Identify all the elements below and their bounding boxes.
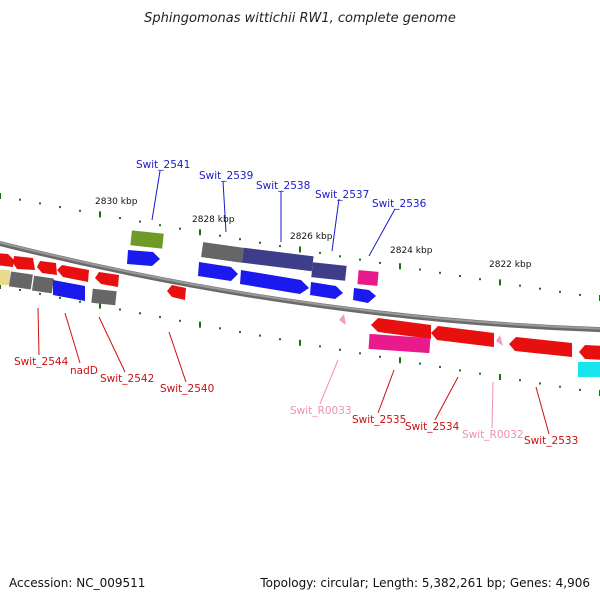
gene-red-left-1[interactable] (0, 253, 14, 267)
accession-text: Accession: NC_009511 (9, 576, 146, 590)
label-swit-2540: Swit_2540 (160, 383, 214, 395)
gene-swit-r0033[interactable] (339, 314, 346, 325)
scale-label-2826: 2826 kbp (290, 232, 333, 242)
label-nadd: nadD (70, 365, 98, 377)
gene-swit-2535-magenta[interactable] (368, 333, 431, 354)
label-swit-2536: Swit_2536 (372, 198, 427, 210)
leader-swit-2542 (98, 316, 126, 373)
gene-red-left-2[interactable] (13, 256, 35, 270)
gene-red-right-edge[interactable] (579, 345, 600, 360)
label-swit-2538: Swit_2538 (256, 180, 310, 192)
gene-forward-arrow-1[interactable] (127, 250, 160, 266)
leader-swit-2536 (368, 208, 396, 257)
leader-swit-2537 (331, 198, 340, 252)
scale-label-2828: 2828 kbp (192, 215, 235, 225)
gene-red-left-5[interactable] (95, 272, 119, 287)
label-swit-2537: Swit_2537 (315, 189, 369, 201)
gene-unlabeled-gray-forward-1[interactable] (201, 242, 245, 263)
gene-swit-2534[interactable] (431, 326, 494, 347)
label-swit-2533: Swit_2533 (524, 435, 578, 447)
gene-labels: Swit_2541 Swit_2539 Swit_2538 Swit_2537 … (14, 159, 578, 447)
leader-swit-2534 (434, 376, 459, 421)
leader-swit-r0033 (319, 359, 339, 405)
gene-nadd[interactable] (53, 280, 85, 301)
gene-swit-2541[interactable] (130, 230, 164, 249)
gene-gray-left-2[interactable] (31, 275, 54, 294)
outer-tick-ring (0, 193, 600, 301)
label-swit-2535: Swit_2535 (352, 414, 406, 426)
gene-swit-2538[interactable] (242, 247, 314, 272)
scale-label-2824: 2824 kbp (390, 246, 433, 256)
leader-swit-2544 (37, 307, 40, 356)
gene-gray-left-1[interactable] (8, 271, 33, 290)
gene-forward-arrow-4[interactable] (353, 288, 376, 303)
gene-swit-2536-overlay[interactable] (357, 270, 379, 286)
scale-label-2822: 2822 kbp (489, 260, 532, 270)
gene-swit-2540[interactable] (167, 285, 186, 300)
gene-red-left-3[interactable] (37, 261, 57, 275)
gene-swit-2542[interactable] (91, 288, 117, 306)
label-swit-r0032: Swit_R0032 (462, 429, 524, 441)
leader-swit-2533 (535, 386, 550, 435)
gene-swit-2533[interactable] (509, 337, 572, 357)
gene-forward-arrow-2[interactable] (240, 270, 309, 294)
genome-backbone-highlight (0, 241, 600, 330)
inner-tick-ring (0, 283, 600, 396)
forward-strand-genes (127, 230, 379, 303)
leader-swit-2539 (222, 180, 227, 233)
label-swit-2542: Swit_2542 (100, 373, 154, 385)
label-swit-r0033: Swit_R0033 (290, 405, 352, 417)
gene-red-left-4[interactable] (57, 265, 89, 282)
genome-summary-text: Topology: circular; Length: 5,382,261 bp… (260, 576, 590, 590)
leader-swit-r0032 (491, 381, 494, 429)
gene-swit-2537[interactable] (311, 262, 347, 281)
gene-swit-r0032[interactable] (496, 335, 503, 346)
label-swit-2539: Swit_2539 (199, 170, 253, 182)
leader-swit-2535 (377, 369, 395, 414)
gene-cyan-right-edge[interactable] (578, 362, 600, 377)
leader-swit-2541 (151, 170, 161, 221)
map-title: Sphingomonas wittichii RW1, complete gen… (144, 11, 456, 26)
gene-swit-2539[interactable] (198, 262, 238, 281)
label-leader-lines (37, 170, 550, 435)
gene-forward-arrow-3[interactable] (310, 282, 343, 299)
leader-nadd (64, 312, 81, 364)
label-swit-2541: Swit_2541 (136, 159, 190, 171)
gene-swit-2535-upper[interactable] (371, 318, 431, 339)
reverse-strand-genes (0, 253, 600, 377)
label-swit-2544: Swit_2544 (14, 356, 69, 368)
label-swit-2534: Swit_2534 (405, 421, 460, 433)
scale-label-2830: 2830 kbp (95, 197, 138, 207)
leader-swit-2540 (168, 331, 187, 383)
gene-yellow-left[interactable] (0, 270, 10, 285)
